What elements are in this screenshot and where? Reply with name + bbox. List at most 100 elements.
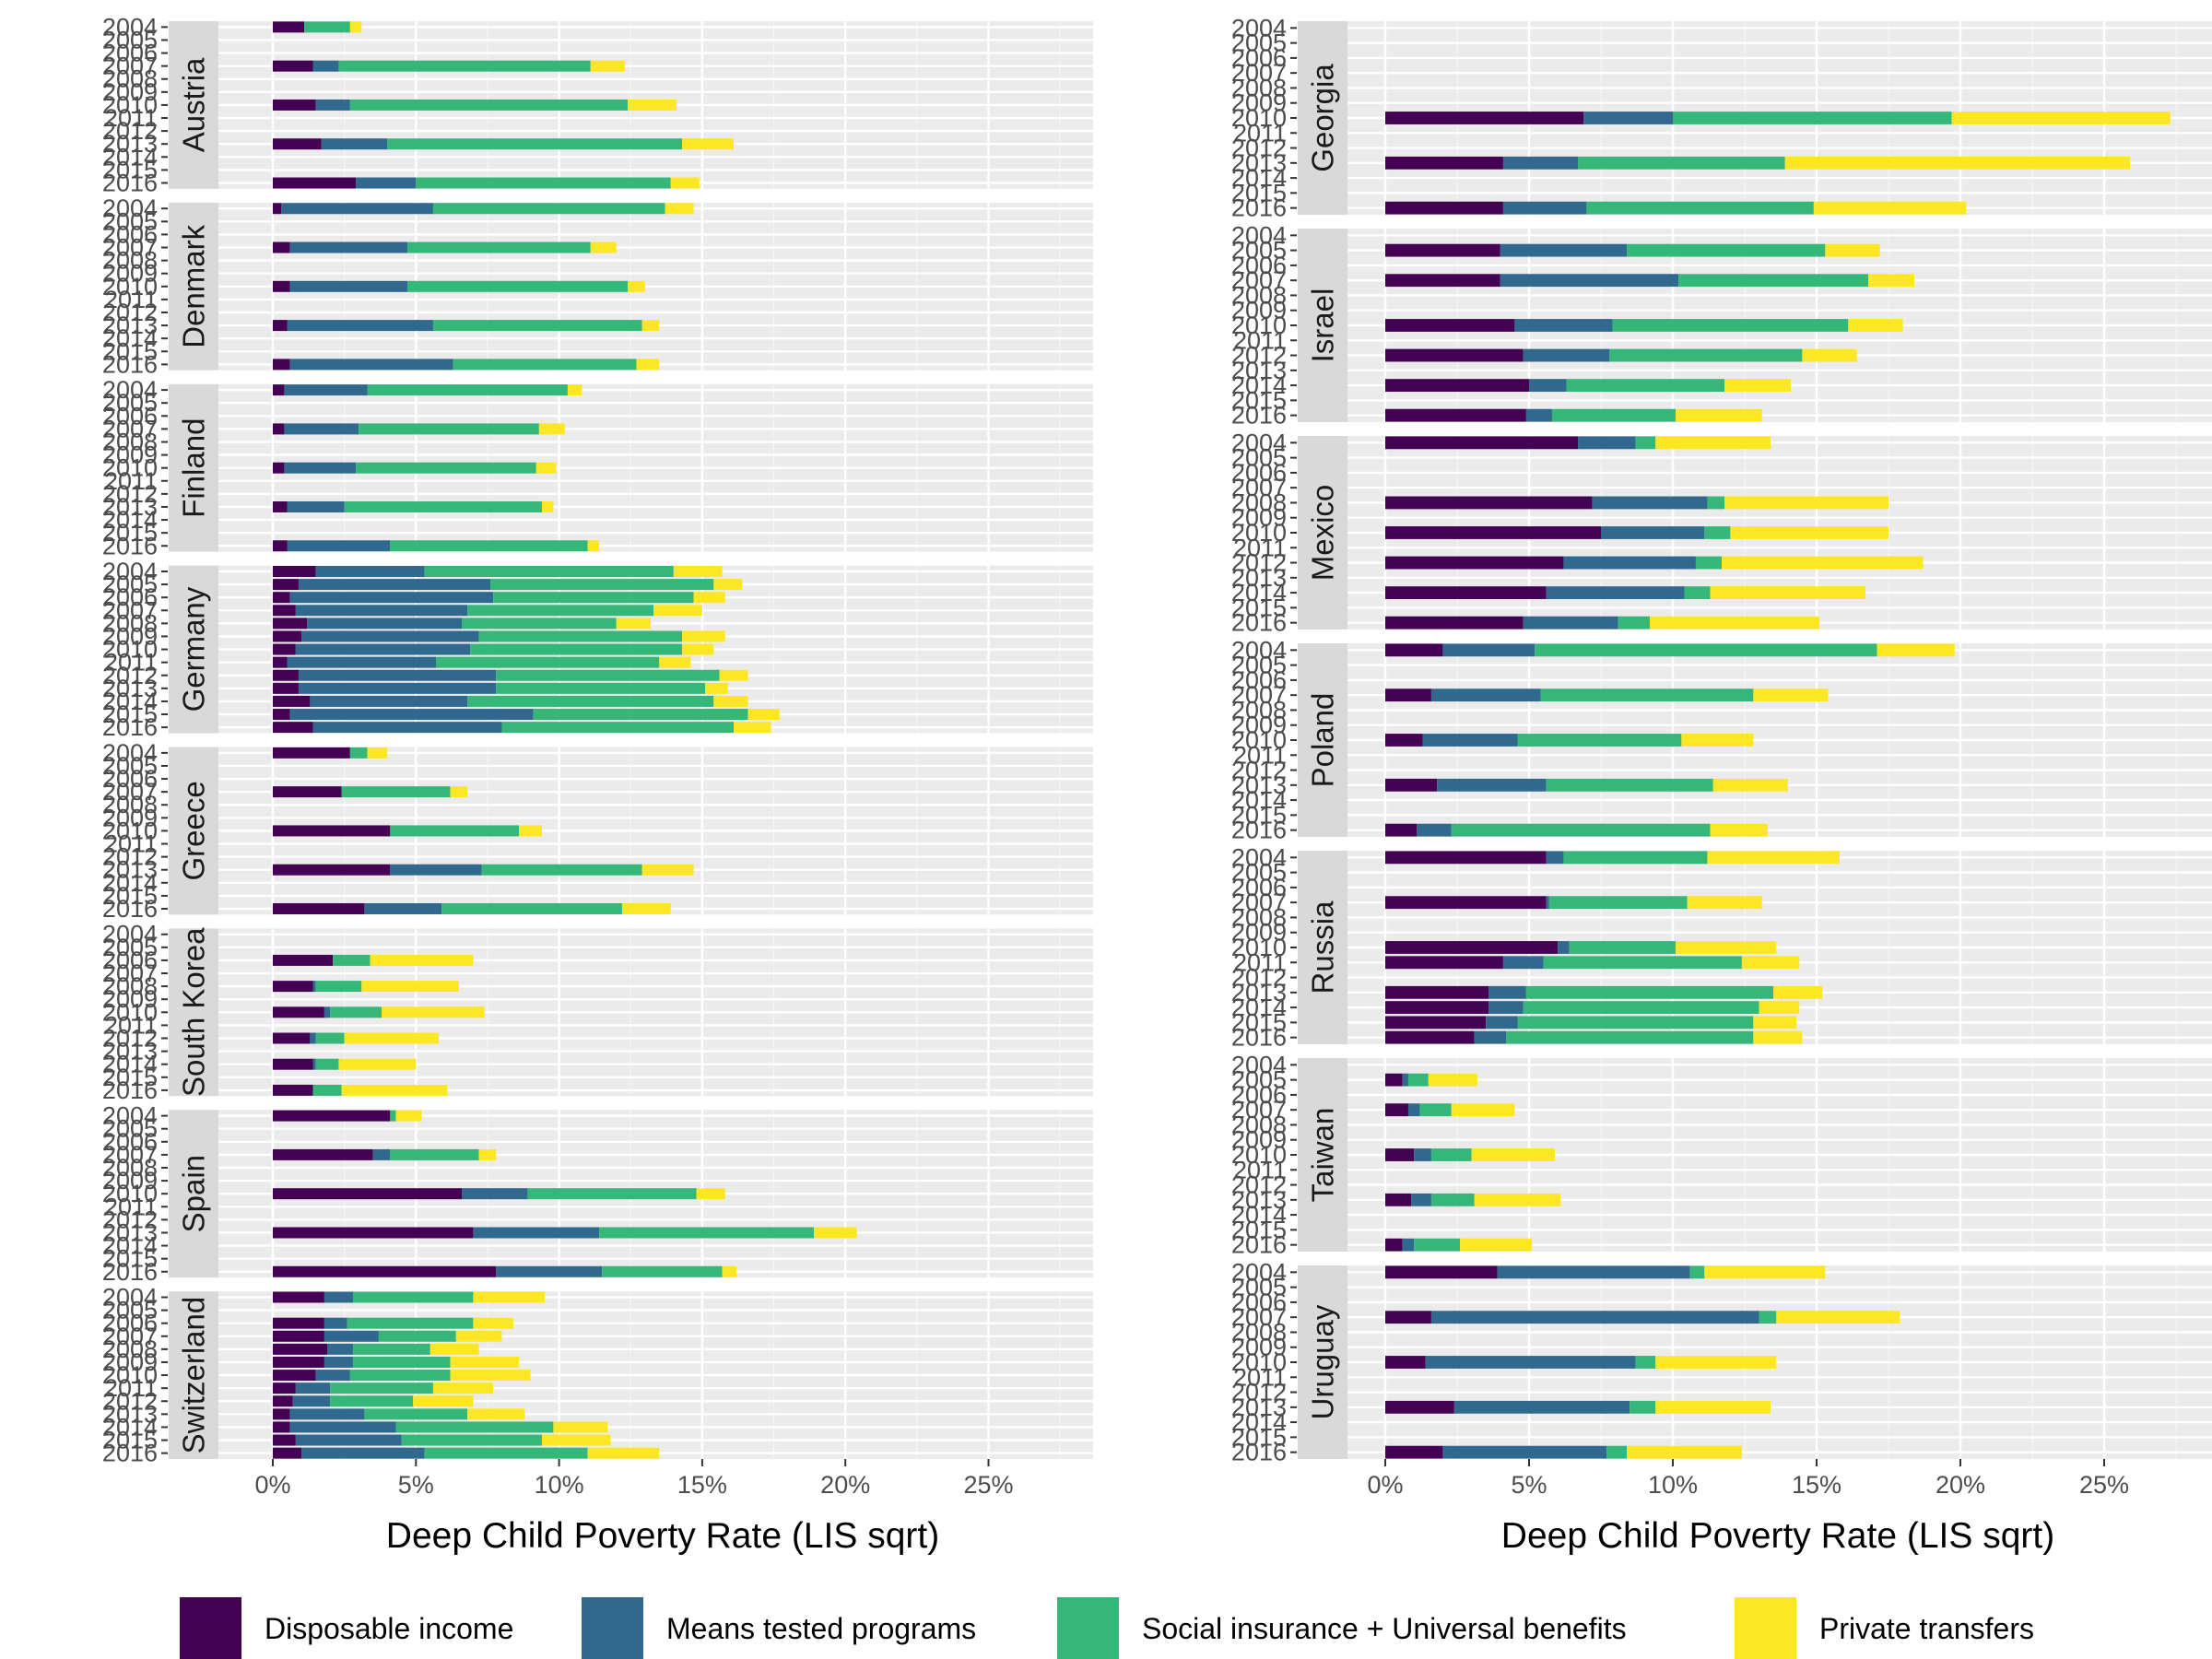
y-tick-label: 2008 — [102, 65, 158, 93]
y-tick-label: 2011 — [1233, 119, 1287, 147]
y-tick-label: 2012 — [102, 1025, 158, 1053]
y-tick-label: 2014 — [1231, 164, 1287, 192]
bar-segment-disposable-income — [273, 903, 365, 914]
x-tick-label: 15% — [677, 1471, 727, 1499]
bar-segment-disposable-income — [273, 540, 288, 552]
bar-segment-means-tested-programs — [1430, 1311, 1759, 1324]
bar-segment-disposable-income — [273, 1265, 497, 1277]
facet-uruguay: Uruguay200420052006200720082009201020112… — [1231, 1258, 2212, 1466]
bar-segment-disposable-income — [1385, 1311, 1431, 1324]
facet-strip-label: Finland — [177, 418, 211, 518]
bar-segment-social-insurance-universal-benefits — [1430, 1193, 1475, 1206]
bar-segment-means-tested-programs — [1523, 348, 1610, 362]
bar-segment-disposable-income — [273, 1395, 293, 1407]
y-tick-label: 2011 — [104, 1193, 158, 1220]
y-tick-label: 2006 — [102, 765, 158, 793]
y-tick-label: 2013 — [102, 493, 158, 521]
y-tick-label: 2014 — [102, 143, 158, 171]
bar-segment-private-transfers — [450, 1370, 531, 1382]
bar-segment-disposable-income — [273, 643, 296, 655]
bar-segment-means-tested-programs — [312, 1058, 316, 1070]
y-tick-label: 2012 — [102, 1206, 158, 1233]
y-tick-label: 2009 — [102, 1167, 158, 1194]
bar-segment-social-insurance-universal-benefits — [1635, 436, 1656, 450]
bar-segment-private-transfers — [1474, 1193, 1561, 1206]
y-tick-label: 2012 — [1231, 757, 1287, 784]
y-tick-label: 2007 — [102, 959, 158, 987]
bar-segment-disposable-income — [273, 1110, 391, 1122]
bar-segment-disposable-income — [273, 462, 285, 474]
y-tick-label: 2014 — [102, 1413, 158, 1441]
bar-segment-private-transfers — [1802, 348, 1857, 362]
bar-segment-private-transfers — [628, 99, 677, 111]
bar-segment-social-insurance-universal-benefits — [330, 1395, 414, 1407]
bar-segment-private-transfers — [1676, 941, 1777, 954]
y-tick-label: 2007 — [1231, 1096, 1287, 1124]
y-tick-label: 2011 — [104, 1374, 158, 1402]
bar-segment-disposable-income — [1385, 379, 1529, 393]
bar-segment-means-tested-programs — [312, 981, 316, 993]
bar-segment-social-insurance-universal-benefits — [424, 1447, 588, 1459]
bar-segment-private-transfers — [1753, 1016, 1797, 1030]
bar-segment-social-insurance-universal-benefits — [347, 1317, 474, 1329]
bar-segment-disposable-income — [273, 630, 302, 642]
bar-segment-private-transfers — [361, 981, 459, 993]
y-tick-label: 2010 — [102, 1361, 158, 1389]
facet-strip-label: Israel — [1306, 288, 1340, 363]
bar-segment-disposable-income — [1385, 734, 1423, 747]
bar-segment-disposable-income — [273, 682, 299, 694]
bar-segment-private-transfers — [467, 1408, 525, 1420]
bar-segment-social-insurance-universal-benefits — [406, 241, 591, 253]
y-tick-label: 2013 — [1231, 771, 1287, 799]
bar-segment-disposable-income — [273, 579, 299, 591]
bar-segment-private-transfers — [1813, 201, 1967, 215]
bar-segment-means-tested-programs — [364, 903, 442, 914]
x-axis: 0% 5% 10% 15% 20% 25% — [1367, 1459, 2129, 1499]
y-tick-label: 2009 — [1231, 1126, 1287, 1154]
bar-segment-means-tested-programs — [1525, 408, 1552, 422]
y-tick-label: 2012 — [1231, 549, 1287, 577]
y-tick-label: 2016 — [102, 713, 158, 741]
y-tick-label: 2008 — [1231, 488, 1287, 516]
bar-segment-means-tested-programs — [1514, 319, 1613, 332]
bar-segment-social-insurance-universal-benefits — [1525, 985, 1774, 999]
bar-segment-social-insurance-universal-benefits — [1630, 1400, 1656, 1414]
y-tick-label: 2012 — [1231, 964, 1287, 992]
facet-strip — [1298, 1058, 1347, 1252]
bar-segment-private-transfers — [429, 1343, 479, 1355]
y-tick-label: 2012 — [102, 662, 158, 689]
y-tick-label: 2012 — [1231, 1379, 1287, 1406]
y-tick-label: 2009 — [1231, 1334, 1287, 1361]
y-tick-label: 2007 — [1231, 1303, 1287, 1331]
bar-segment-private-transfers — [1627, 1445, 1742, 1459]
y-tick-label: 2005 — [102, 571, 158, 598]
bar-segment-means-tested-programs — [1558, 941, 1570, 954]
legend-item-social-insurance-universal-benefits: Social insurance + Universal benefits — [1057, 1597, 1627, 1659]
y-tick-label: 2010 — [1231, 519, 1287, 547]
bar-segment-disposable-income — [273, 177, 357, 189]
y-tick-label: 2008 — [1231, 696, 1287, 724]
legend-label: Social insurance + Universal benefits — [1142, 1612, 1627, 1645]
bar-segment-private-transfers — [587, 1447, 660, 1459]
y-tick-label: 2016 — [102, 532, 158, 559]
y-tick-label: 2005 — [1231, 1066, 1287, 1094]
bar-segment-disposable-income — [273, 1227, 474, 1239]
y-tick-label: 2013 — [102, 1038, 158, 1065]
y-tick-label: 2010 — [102, 91, 158, 119]
y-tick-label: 2006 — [1231, 1288, 1287, 1316]
bar-segment-private-transfers — [670, 177, 700, 189]
y-tick-label: 2004 — [1231, 843, 1287, 871]
bar-segment-private-transfers — [1724, 379, 1791, 393]
y-tick-label: 2016 — [1231, 609, 1287, 637]
bar-segment-disposable-income — [273, 320, 288, 332]
bar-segment-social-insurance-universal-benefits — [1543, 956, 1742, 970]
bar-segment-private-transfers — [1681, 734, 1754, 747]
bar-segment-means-tested-programs — [292, 1395, 331, 1407]
bar-segment-means-tested-programs — [1414, 1148, 1431, 1161]
bar-segment-means-tested-programs — [315, 1370, 350, 1382]
bar-segment-means-tested-programs — [287, 540, 391, 552]
y-tick-label: 2008 — [102, 1335, 158, 1363]
bar-segment-means-tested-programs — [289, 241, 407, 253]
bar-segment-private-transfers — [621, 903, 671, 914]
